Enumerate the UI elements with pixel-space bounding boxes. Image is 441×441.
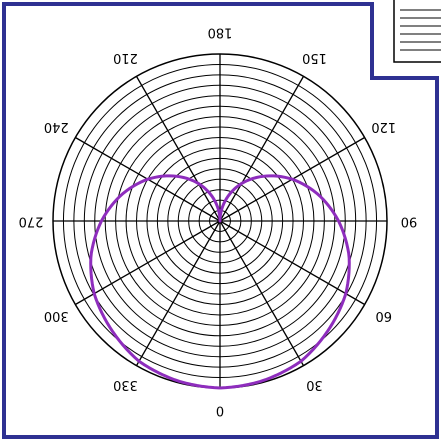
angle-tick-label: 300 [44,308,69,323]
series-group [89,174,351,390]
angle-tick-label: 120 [371,119,396,134]
angular-grid-spoke [219,76,305,222]
angle-tick-label: 240 [44,119,69,134]
angular-grid-spoke [219,220,365,306]
angle-tick-labels: 0 30 60 90 120 150 180 210 240 270 300 330 [19,25,418,418]
angular-grid-spoke [135,76,221,222]
angle-tick-label: 270 [19,214,44,229]
angle-tick-label: 30 [306,377,323,392]
angle-tick-label: 0 [216,403,224,418]
angle-tick-label: 150 [302,50,327,65]
angular-grid-spoke [135,220,221,366]
angular-grid-spoke [219,220,305,366]
angle-tick-label: 210 [113,50,138,65]
polar-grid [52,53,388,389]
legend-box [393,0,441,63]
angular-grid-spoke [75,220,221,306]
angle-tick-label: 330 [113,377,138,392]
angle-tick-label: 60 [375,308,392,323]
angle-tick-label: 180 [208,25,233,40]
angle-tick-label: 90 [401,214,418,229]
series-line [89,174,351,390]
